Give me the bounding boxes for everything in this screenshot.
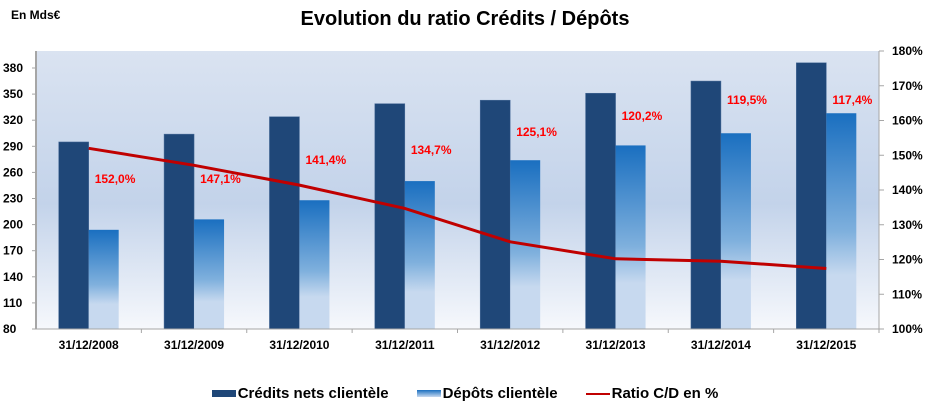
right-tick-label: 130% bbox=[892, 218, 923, 232]
category-label: 31/12/2010 bbox=[269, 338, 329, 352]
credits-bar bbox=[58, 141, 89, 330]
legend-credits: Crédits nets clientèle bbox=[211, 385, 389, 402]
depots-bar bbox=[299, 200, 330, 329]
credits-bar bbox=[690, 80, 722, 330]
ratio-value-label: 117,4% bbox=[832, 93, 872, 107]
depots-bar bbox=[404, 181, 435, 329]
ratio-line-swatch-icon bbox=[585, 392, 610, 395]
right-tick-label: 120% bbox=[892, 253, 923, 267]
left-tick-label: 350 bbox=[3, 87, 23, 101]
category-label: 31/12/2009 bbox=[164, 338, 224, 352]
legend-depots: Dépôts clientèle bbox=[416, 385, 558, 402]
bars-group bbox=[58, 62, 857, 330]
left-tick-label: 200 bbox=[3, 218, 23, 232]
left-tick-label: 140 bbox=[3, 270, 23, 284]
credits-swatch-icon bbox=[211, 390, 236, 397]
legend-depots-label: Dépôts clientèle bbox=[442, 385, 558, 402]
depots-bar bbox=[720, 133, 751, 329]
depots-bar bbox=[826, 113, 857, 330]
chart-title: Evolution du ratio Crédits / Dépôts bbox=[300, 8, 630, 30]
category-label: 31/12/2011 bbox=[375, 338, 435, 352]
legend: Crédits nets clientèle Dépôts clientèle … bbox=[0, 385, 930, 402]
ratio-labels: 152,0% 147,1% 141,4% 134,7% 125,1% 120,2% 119,… bbox=[95, 93, 873, 186]
left-tick-label: 320 bbox=[3, 113, 23, 127]
right-tick-label: 100% bbox=[892, 322, 923, 336]
right-tick-label: 180% bbox=[892, 44, 923, 58]
right-tick-label: 150% bbox=[892, 148, 923, 162]
depots-swatch-icon bbox=[416, 390, 441, 397]
left-tick-label: 230 bbox=[3, 192, 23, 206]
credits-bar bbox=[163, 133, 195, 330]
ratio-value-label: 125,1% bbox=[516, 125, 557, 139]
left-tick-label: 170 bbox=[3, 244, 23, 258]
legend-ratio-label: Ratio C/D en % bbox=[611, 385, 719, 402]
right-tick-label: 140% bbox=[892, 183, 923, 197]
depots-bar bbox=[88, 229, 119, 329]
left-tick-label: 290 bbox=[3, 139, 23, 153]
left-tick-label: 260 bbox=[3, 165, 23, 179]
category-label: 31/12/2013 bbox=[586, 338, 646, 352]
ratio-value-label: 119,5% bbox=[727, 93, 767, 107]
ratio-value-label: 152,0% bbox=[95, 172, 136, 186]
left-tick-label: 380 bbox=[3, 61, 23, 75]
right-tick-label: 160% bbox=[892, 114, 923, 128]
ratio-line bbox=[88, 146, 827, 270]
ratio-value-label: 134,7% bbox=[411, 143, 452, 157]
credits-bar bbox=[585, 92, 616, 330]
chart-area: 152,0% 147,1% 141,4% 134,7% 125,1% 120,2% 119,… bbox=[3, 44, 923, 352]
category-label: 31/12/2014 bbox=[691, 338, 751, 352]
credits-bar bbox=[479, 99, 511, 330]
legend-ratio: Ratio C/D en % bbox=[585, 385, 719, 402]
ratio-value-label: 147,1% bbox=[200, 172, 241, 186]
ratio-value-label: 141,4% bbox=[305, 153, 346, 167]
credits-bar bbox=[374, 103, 406, 330]
left-axis-ticks: 80 110 140 170 200 230 260 290 320 350 380 bbox=[3, 61, 36, 336]
category-label: 31/12/2012 bbox=[480, 338, 540, 352]
category-label: 31/12/2015 bbox=[796, 338, 856, 352]
right-axis-ticks: 100% 110% 120% 130% 140% 150% 160% 170% 180% bbox=[879, 44, 923, 336]
depots-bar bbox=[615, 145, 646, 329]
x-axis-labels: 31/12/2008 31/12/2009 31/12/2010 31/12/2011… bbox=[59, 329, 880, 352]
left-tick-label: 110 bbox=[3, 296, 23, 310]
credits-bar bbox=[796, 62, 827, 330]
unit-label: En Mds€ bbox=[11, 8, 61, 22]
ratio-value-label: 120,2% bbox=[622, 109, 663, 123]
legend-credits-label: Crédits nets clientèle bbox=[237, 385, 389, 402]
right-tick-label: 170% bbox=[892, 79, 923, 93]
category-label: 31/12/2008 bbox=[59, 338, 119, 352]
left-tick-label: 80 bbox=[3, 322, 17, 336]
credits-bar bbox=[269, 116, 300, 330]
depots-bar bbox=[194, 219, 225, 329]
right-tick-label: 110% bbox=[892, 287, 922, 301]
